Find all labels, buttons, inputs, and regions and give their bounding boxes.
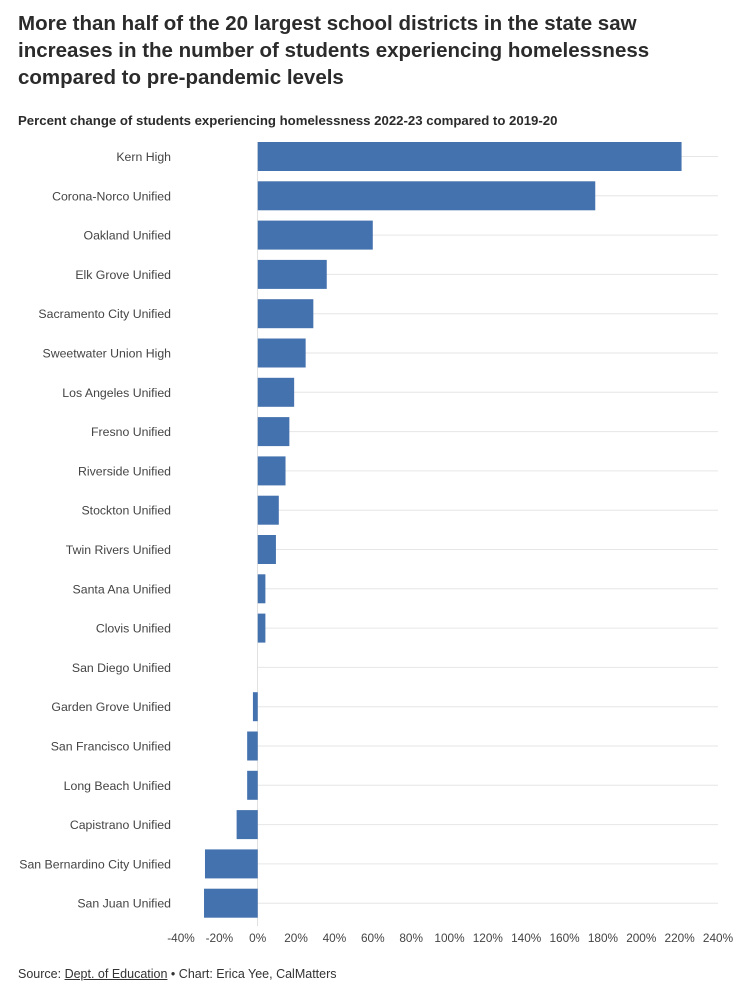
category-label: Garden Grove Unified <box>51 700 171 714</box>
x-axis-ticks: -40% -20% 0% 20% 40% 60% 80% 100% 120% 140% 160% 18… <box>167 931 733 945</box>
x-tick-label: 160% <box>549 931 580 945</box>
category-label: Corona-Norco Unified <box>52 189 171 203</box>
x-tick-label: 40% <box>323 931 347 945</box>
bar[interactable] <box>252 692 258 722</box>
category-label: Sweetwater Union High <box>43 347 172 361</box>
x-tick-label: 220% <box>665 931 696 945</box>
category-label: Los Angeles Unified <box>62 386 171 400</box>
bar[interactable] <box>257 259 327 289</box>
x-tick-label: 200% <box>626 931 657 945</box>
category-label: Elk Grove Unified <box>75 268 171 282</box>
category-label: Riverside Unified <box>78 464 171 478</box>
x-tick-label: 100% <box>434 931 465 945</box>
category-label: San Diego Unified <box>72 661 171 675</box>
category-label: Sacramento City Unified <box>38 307 171 321</box>
chart-credit: Chart: Erica Yee, CalMatters <box>178 967 337 981</box>
category-label: Stockton Unified <box>81 504 171 518</box>
bar[interactable] <box>247 731 258 761</box>
bar[interactable] <box>257 574 266 604</box>
category-label: Twin Rivers Unified <box>66 543 171 557</box>
bar[interactable] <box>257 142 682 171</box>
category-labels: Kern High Corona-Norco Unified Oakland Uni… <box>19 150 171 911</box>
category-label: Long Beach Unified <box>64 779 171 793</box>
x-tick-label: 180% <box>588 931 619 945</box>
bar[interactable] <box>257 338 306 368</box>
bar[interactable] <box>257 299 314 329</box>
category-label: Fresno Unified <box>91 425 171 439</box>
x-tick-label: 20% <box>284 931 308 945</box>
category-label: San Juan Unified <box>77 897 171 911</box>
bar[interactable] <box>257 495 279 525</box>
bar[interactable] <box>204 888 258 918</box>
x-tick-label: 240% <box>703 931 734 945</box>
category-label: San Francisco Unified <box>51 740 171 754</box>
gridlines <box>257 156 718 904</box>
bar-chart: Kern High Corona-Norco Unified Oakland Uni… <box>19 142 734 945</box>
bar[interactable] <box>257 535 276 564</box>
x-tick-label: -40% <box>167 931 195 945</box>
x-tick-label: -20% <box>206 931 234 945</box>
x-tick-label: 140% <box>511 931 542 945</box>
category-label: San Bernardino City Unified <box>19 857 171 871</box>
source-link[interactable]: Dept. of Education <box>64 967 168 981</box>
category-label: Capistrano Unified <box>70 818 171 832</box>
bar[interactable] <box>204 849 258 879</box>
category-label: Oakland Unified <box>84 229 172 243</box>
source-label: Source: <box>18 967 62 981</box>
bar[interactable] <box>257 377 295 407</box>
chart-subtitle: Percent change of students experiencing … <box>18 113 558 128</box>
category-label: Santa Ana Unified <box>73 582 172 596</box>
x-tick-label: 60% <box>361 931 385 945</box>
bar[interactable] <box>257 220 373 250</box>
chart-footer: Source: Dept. of Education • Chart: Eric… <box>18 966 337 982</box>
bar[interactable] <box>257 456 286 486</box>
x-tick-label: 120% <box>473 931 504 945</box>
category-label: Clovis Unified <box>96 622 171 636</box>
bar[interactable] <box>247 770 258 800</box>
bar[interactable] <box>257 181 596 211</box>
footer-separator: • <box>170 967 176 981</box>
x-tick-label: 0% <box>249 931 267 945</box>
bar[interactable] <box>257 613 266 643</box>
x-tick-label: 80% <box>399 931 423 945</box>
chart-headline: More than half of the 20 largest school … <box>18 12 650 89</box>
bars <box>204 142 682 918</box>
category-label: Kern High <box>116 150 171 164</box>
bar[interactable] <box>257 417 290 447</box>
bar[interactable] <box>236 810 258 840</box>
